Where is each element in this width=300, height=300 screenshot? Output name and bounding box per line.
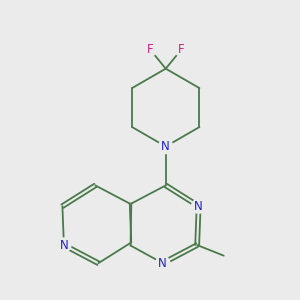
Circle shape xyxy=(159,140,173,154)
Text: N: N xyxy=(158,257,167,270)
Text: F: F xyxy=(178,43,185,56)
Circle shape xyxy=(156,256,170,270)
Circle shape xyxy=(143,42,157,56)
Circle shape xyxy=(175,42,189,56)
Text: N: N xyxy=(194,200,203,213)
Circle shape xyxy=(192,199,206,213)
Circle shape xyxy=(57,238,71,252)
Text: N: N xyxy=(59,238,68,251)
Text: N: N xyxy=(161,140,170,153)
Text: F: F xyxy=(146,43,153,56)
